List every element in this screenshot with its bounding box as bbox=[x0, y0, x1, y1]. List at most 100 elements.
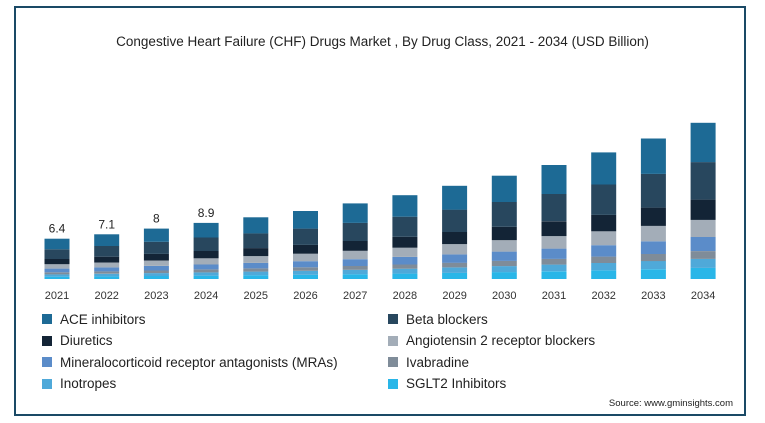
legend-label: SGLT2 Inhibitors bbox=[406, 376, 507, 391]
bar-segment-2029-2 bbox=[442, 262, 468, 268]
legend-swatch bbox=[388, 378, 398, 389]
x-tick-label-2023: 2023 bbox=[144, 290, 168, 302]
data-label-2022: 7.1 bbox=[98, 217, 115, 231]
bar-segment-2030-4 bbox=[491, 240, 517, 252]
bar-segment-2033-0 bbox=[640, 269, 666, 279]
x-tick-label-2021: 2021 bbox=[45, 290, 69, 302]
bar-segment-2025-5 bbox=[243, 248, 269, 257]
bar-segment-2031-7 bbox=[541, 165, 567, 194]
legend-swatch bbox=[42, 335, 52, 346]
bar-segment-2024-4 bbox=[193, 258, 219, 265]
bar-segment-2022-6 bbox=[94, 246, 120, 257]
x-tick-label-2027: 2027 bbox=[343, 290, 367, 302]
bar-segment-2031-6 bbox=[541, 193, 567, 222]
bar-segment-2023-4 bbox=[143, 260, 169, 266]
bar-segment-2025-4 bbox=[243, 256, 269, 263]
bar-segment-2027-5 bbox=[342, 241, 368, 251]
legend-label: Diuretics bbox=[60, 333, 113, 348]
bar-segment-2023-3 bbox=[143, 266, 169, 271]
bar-segment-2027-3 bbox=[342, 259, 368, 266]
bar-segment-2026-5 bbox=[293, 244, 318, 254]
chart-legend: ACE inhibitors Beta blockers Diuretics Angi… bbox=[42, 309, 682, 399]
bar-segment-2030-6 bbox=[491, 202, 517, 227]
bar-segment-2021-1 bbox=[44, 274, 70, 277]
bar-segment-2029-4 bbox=[442, 244, 468, 255]
legend-label: ACE inhibitors bbox=[60, 311, 146, 327]
bar-segment-2030-7 bbox=[491, 175, 517, 202]
bar-segment-2033-1 bbox=[640, 261, 666, 270]
bar-segment-2021-3 bbox=[44, 268, 70, 273]
x-tick-label-2034: 2034 bbox=[691, 290, 715, 302]
bar-segment-2032-4 bbox=[591, 231, 617, 246]
source-note: Source: www.gminsights.com bbox=[608, 398, 733, 409]
bar-segment-2028-4 bbox=[392, 247, 418, 257]
bar-segment-2025-1 bbox=[243, 271, 269, 276]
bar-segment-2033-5 bbox=[640, 207, 666, 226]
legend-label: Angiotensin 2 receptor blockers bbox=[406, 333, 596, 348]
bar-segment-2027-6 bbox=[342, 222, 368, 241]
data-label-2023: 8 bbox=[153, 212, 160, 226]
legend-item-mineralocorticoid-receptor-antagonists-mras: Mineralocorticoid receptor antagonists (… bbox=[42, 352, 338, 372]
bar-segment-2030-5 bbox=[491, 226, 517, 241]
bar-segment-2034-2 bbox=[690, 251, 716, 259]
bar-segment-2021-6 bbox=[44, 249, 70, 259]
bar-segment-2034-4 bbox=[690, 219, 716, 237]
bar-segment-2022-0 bbox=[94, 276, 120, 279]
bar-segment-2028-3 bbox=[392, 256, 418, 265]
bar-segment-2023-0 bbox=[143, 276, 169, 279]
bar-segment-2028-5 bbox=[392, 236, 418, 248]
bar-segment-2031-2 bbox=[541, 258, 567, 265]
bar-segment-2025-0 bbox=[243, 275, 269, 279]
x-tick-label-2029: 2029 bbox=[442, 290, 466, 302]
bar-segment-2034-3 bbox=[690, 237, 716, 251]
bar-segment-2027-0 bbox=[342, 274, 368, 279]
bar-segment-2022-4 bbox=[94, 262, 120, 268]
bar-segment-2024-6 bbox=[193, 237, 219, 251]
bar-segment-2029-1 bbox=[442, 267, 468, 273]
bar-segment-2033-4 bbox=[640, 225, 666, 242]
bar-segment-2021-7 bbox=[44, 238, 70, 250]
bar-segment-2021-0 bbox=[44, 276, 70, 279]
bar-segment-2028-6 bbox=[392, 216, 418, 237]
legend-swatch bbox=[388, 335, 398, 346]
bar-segment-2022-5 bbox=[94, 256, 120, 263]
x-tick-label-2028: 2028 bbox=[393, 290, 417, 302]
bar-segment-2024-0 bbox=[193, 275, 219, 279]
x-tick-label-2032: 2032 bbox=[591, 290, 615, 302]
bar-segment-2028-1 bbox=[392, 268, 418, 274]
legend-item-sglt2-inhibitors: SGLT2 Inhibitors bbox=[388, 374, 506, 394]
bar-segment-2033-7 bbox=[640, 138, 666, 174]
bar-segment-2032-5 bbox=[591, 214, 617, 232]
bar-segment-2022-1 bbox=[94, 273, 120, 277]
bar-segment-2024-5 bbox=[193, 251, 219, 259]
bar-segment-2033-6 bbox=[640, 173, 666, 208]
bar-segment-2031-4 bbox=[541, 236, 567, 249]
bar-segment-2033-3 bbox=[640, 241, 666, 254]
legend-swatch bbox=[388, 314, 398, 324]
bar-segment-2028-0 bbox=[392, 273, 418, 279]
legend-item-ivabradine: Ivabradine bbox=[388, 352, 469, 372]
bar-segment-2030-0 bbox=[491, 272, 517, 279]
legend-label: Inotropes bbox=[60, 376, 117, 391]
bar-segment-2024-1 bbox=[193, 272, 219, 276]
bar-segment-2032-0 bbox=[591, 270, 617, 279]
bar-segment-2029-6 bbox=[442, 209, 468, 232]
bar-segment-2022-2 bbox=[94, 271, 120, 274]
bar-segment-2030-3 bbox=[491, 251, 517, 261]
bar-segment-2032-6 bbox=[591, 184, 617, 215]
bar-segment-2031-5 bbox=[541, 221, 567, 237]
x-tick-label-2033: 2033 bbox=[641, 290, 665, 302]
legend-item-diuretics: Diuretics bbox=[42, 331, 113, 351]
x-tick-label-2031: 2031 bbox=[542, 290, 566, 302]
bar-segment-2034-5 bbox=[690, 199, 716, 220]
bar-segment-2030-1 bbox=[491, 266, 517, 273]
legend-swatch bbox=[388, 357, 398, 367]
bar-segment-2026-3 bbox=[293, 261, 318, 268]
legend-swatch bbox=[42, 378, 52, 389]
bar-segment-2026-7 bbox=[293, 211, 318, 229]
chart-title: Congestive Heart Failure (CHF) Drugs Mar… bbox=[116, 34, 649, 49]
data-label-2021: 6.4 bbox=[49, 222, 66, 236]
bar-segment-2021-5 bbox=[44, 259, 70, 265]
legend-item-beta-blockers: Beta blockers bbox=[388, 309, 488, 329]
bar-segment-2029-0 bbox=[442, 272, 468, 279]
